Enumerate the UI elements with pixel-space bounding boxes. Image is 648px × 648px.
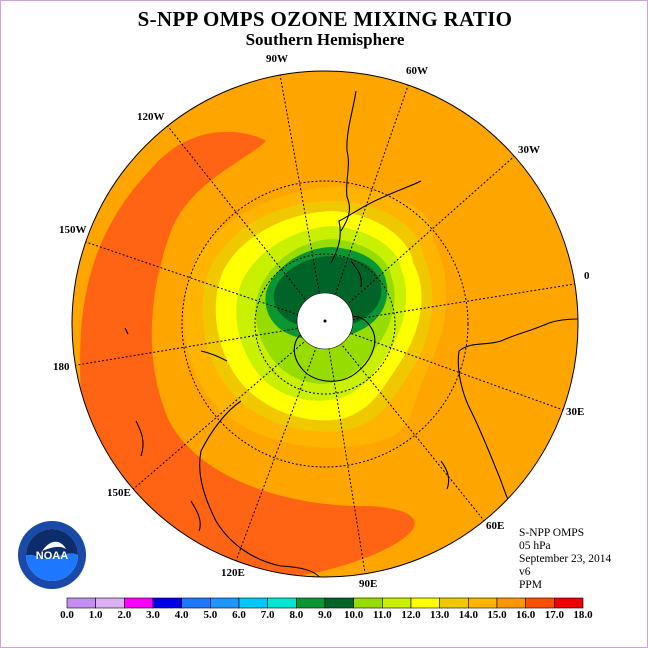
colorbar-swatch — [410, 597, 440, 609]
colorbar-swatch — [181, 597, 211, 609]
lon-label-60e: 60E — [486, 520, 504, 532]
colorbar-swatch — [66, 597, 96, 609]
field-band-15 — [80, 131, 415, 577]
colorbar-swatch — [324, 597, 354, 609]
colorbar-tick-label: 14.0 — [458, 609, 478, 621]
colorbar-tick-label: 5.0 — [203, 609, 218, 621]
colorbar-tick-label: 15.0 — [487, 609, 507, 621]
colorbar-tick-label: 3.0 — [146, 609, 160, 621]
colorbar-tick-label: 7.0 — [260, 609, 275, 621]
colorbar-tick-label: 17.0 — [544, 609, 564, 621]
colorbar-tick-label: 2.0 — [117, 609, 132, 621]
info-pressure-level: 05 hPa — [519, 540, 551, 552]
map-title: S-NPP OMPS OZONE MIXING RATIO — [137, 7, 513, 31]
colorbar-swatch — [382, 597, 412, 609]
lon-label-150e: 150E — [107, 487, 131, 499]
lon-label-120e: 120E — [221, 567, 245, 579]
colorbar-swatch — [238, 597, 268, 609]
colorbar-tick-label: 16.0 — [516, 609, 536, 621]
colorbar-swatch — [296, 597, 326, 609]
colorbar-swatch — [95, 597, 125, 609]
colorbar-tick-label: 8.0 — [289, 609, 304, 621]
coastlines — [124, 90, 578, 577]
map-boundary — [71, 70, 579, 578]
colorbar-tick-label: 18.0 — [573, 609, 593, 621]
latitude-circles — [181, 180, 469, 468]
colorbar-swatch — [439, 597, 469, 609]
meridians — [72, 71, 578, 577]
colorbar-tick-label: 11.0 — [373, 609, 392, 621]
colorbar-swatch — [210, 597, 240, 609]
lon-label-30w: 30W — [518, 144, 540, 156]
colorbar-swatch — [124, 597, 154, 609]
info-instrument: S-NPP OMPS — [519, 527, 585, 539]
colorbar-tick-label: 13.0 — [430, 609, 450, 621]
lon-label-180: 180 — [53, 361, 70, 373]
noaa-logo-text: NOAA — [36, 550, 68, 562]
colorbar-swatch — [353, 597, 383, 609]
colorbar — [66, 597, 584, 609]
lon-label-90e: 90E — [359, 578, 377, 590]
info-date: September 23, 2014 — [519, 553, 612, 565]
colorbar-swatch — [554, 597, 584, 609]
lon-label-150w: 150W — [59, 224, 87, 236]
colorbar-swatch — [525, 597, 555, 609]
colorbar-tick-label: 10.0 — [344, 609, 364, 621]
colorbar-tick-label: 9.0 — [318, 609, 332, 621]
info-version: v6 — [519, 566, 531, 578]
lon-label-60w: 60W — [406, 65, 428, 77]
colorbar-swatch — [496, 597, 526, 609]
map-subtitle: Southern Hemisphere — [245, 30, 405, 49]
colorbar-tick-label: 4.0 — [174, 609, 189, 621]
colorbar-tick-label: 6.0 — [232, 609, 246, 621]
noaa-logo: NOAA — [18, 521, 86, 589]
lon-label-90w: 90W — [266, 53, 288, 65]
lon-label-0: 0 — [584, 270, 590, 282]
longitude-labels: 90W 60W 30W 0 30E 60E 90E 120E 150E 180 … — [53, 53, 590, 590]
colorbar-tick-label: 12.0 — [401, 609, 421, 621]
colorbar-tick-label: 1.0 — [88, 609, 103, 621]
colorbar-swatch — [468, 597, 498, 609]
colorbar-swatch — [152, 597, 182, 609]
lon-label-30e: 30E — [566, 406, 584, 418]
colorbar-tick-label: 0.0 — [60, 609, 74, 621]
pole-marker — [323, 319, 327, 323]
lon-label-120w: 120W — [137, 111, 165, 123]
info-units: PPM — [519, 579, 543, 591]
colorbar-swatch — [267, 597, 297, 609]
